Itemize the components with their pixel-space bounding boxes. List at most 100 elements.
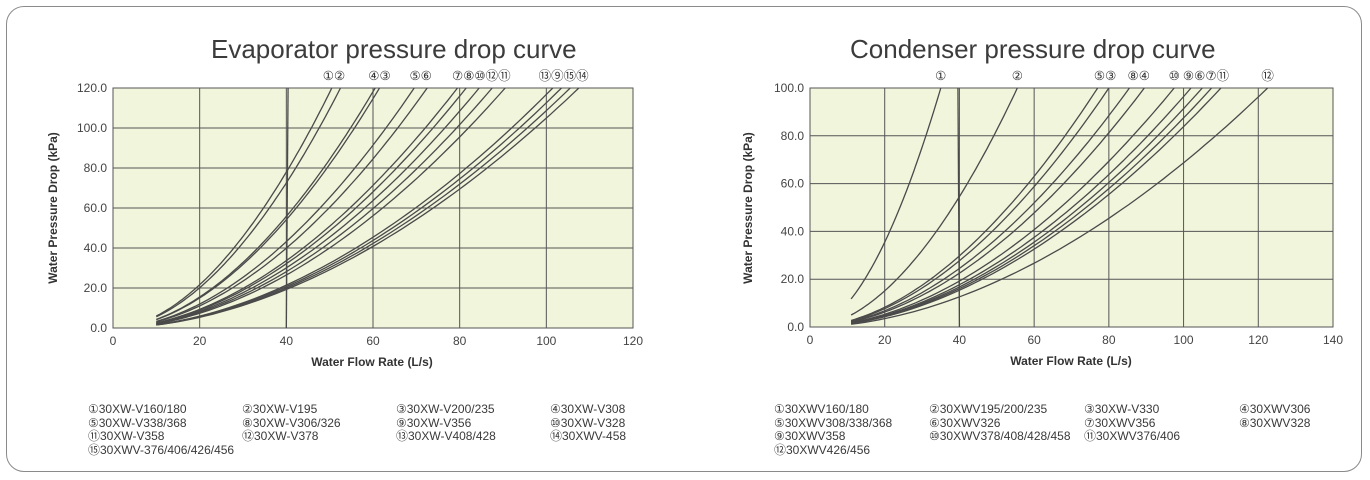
y-tick-label: 40.0 [84, 241, 108, 255]
series-curve [156, 88, 376, 321]
legend-entry: ①30XW-V160/180 [88, 402, 187, 416]
y-tick-label: 100.0 [774, 81, 804, 95]
series-curve [850, 88, 1175, 324]
y-tick-label: 20.0 [84, 281, 108, 295]
legend-entry: ②30XW-V195 [242, 402, 318, 416]
series-curve [156, 88, 381, 321]
y-tick-label: 80.0 [781, 129, 805, 143]
legend-entry: ⑪30XWV376/406 [1084, 429, 1181, 443]
x-tick-label: 80 [1102, 333, 1116, 347]
chart-title-evaporator: Evaporator pressure drop curve [211, 34, 577, 64]
curve-id-label: ① [935, 69, 946, 83]
y-axis-label: Water Pressure Drop (kPa) [741, 132, 755, 284]
x-tick-label: 100 [536, 334, 556, 348]
y-tick-label: 20.0 [781, 272, 805, 286]
x-axis-label: Water Flow Rate (L/s) [311, 355, 433, 369]
series-curve [850, 88, 1130, 323]
series-curve [850, 88, 1192, 324]
chart-1-group: 0 20 40 60 80 100 120 140 0.0 20.0 40.0 60.0 80.0 100… [741, 69, 1343, 368]
legend-entry: ⑪30XW-V358 [88, 429, 165, 443]
series-curve [850, 88, 1110, 322]
series-curve [850, 88, 1222, 325]
curves-group [156, 88, 580, 328]
series-curve [850, 88, 1099, 322]
series-curve [156, 88, 459, 324]
curve-id-label: ①② [323, 69, 345, 83]
curve-id-label: ⑤③ [1094, 69, 1116, 83]
legend-entry: ⑦30XWV356 [1084, 415, 1156, 430]
series-curve [850, 88, 1203, 324]
series-curve [156, 88, 467, 324]
y-tick-label: 60.0 [781, 177, 805, 191]
y-tick-label: 0.0 [787, 320, 804, 334]
curve-id-label: ⑤⑥ [409, 69, 431, 83]
x-tick-label: 40 [280, 334, 294, 348]
legend-entry: ⑨30XW-V356 [396, 415, 472, 430]
series-curve [156, 88, 480, 325]
legend-entry: ⑭30XWV-458 [550, 429, 627, 443]
x-tick-label: 0 [110, 334, 117, 348]
legend-entry: ①30XWV160/180 [774, 402, 869, 416]
series-curve [156, 88, 580, 326]
legend-entry: ⑤30XW-V338/368 [88, 415, 187, 430]
series-line [957, 88, 961, 327]
series-line [285, 88, 289, 328]
legend-entry: ④30XWV306 [1239, 402, 1311, 416]
legend-entry: ③30XW-V200/235 [396, 402, 495, 416]
legend-entry: ⑮30XWV-376/406/426/456 [88, 442, 235, 457]
chart-0-group: 0 20 40 60 80 100 120 0.0 20.0 40.0 60.0 80.0 100.0 1… [46, 69, 643, 369]
series-curve [851, 88, 1269, 325]
y-axis-label: Water Pressure Drop (kPa) [46, 132, 60, 284]
y-tick-label: 120.0 [77, 81, 107, 95]
series-curve [850, 88, 1145, 323]
legend-entry: ⑬30XW-V408/428 [396, 429, 496, 443]
legend-entry: ⑫30XW-V378 [242, 429, 319, 443]
x-axis-label: Water Flow Rate (L/s) [1010, 354, 1132, 368]
x-tick-label: 20 [193, 334, 207, 348]
legend-entry: ⑩30XWV378/408/428/458 [929, 429, 1071, 443]
curves-group [850, 88, 1269, 327]
x-tick-label: 120 [623, 334, 643, 348]
y-tick-label: 60.0 [84, 201, 108, 215]
legend-entry: ⑤30XWV308/338/368 [774, 415, 893, 430]
y-tick-label: 100.0 [77, 121, 107, 135]
legend-entry: ⑥30XWV326 [929, 415, 1001, 430]
legend-entry: ⑧30XW-V306/326 [242, 415, 341, 430]
series-curve [850, 88, 1018, 316]
curve-id-label: ⑧④ [1128, 69, 1150, 83]
series-curve [156, 88, 506, 325]
legend-entry: ⑩30XW-V328 [550, 415, 626, 430]
curve-id-label: ④③ [368, 69, 390, 83]
x-tick-label: 60 [366, 334, 380, 348]
curve-id-label: ⑫ [1261, 69, 1274, 83]
x-tick-label: 100 [1174, 333, 1194, 347]
series-curve [156, 88, 342, 318]
curve-id-label: ⑬⑨⑮⑭ [539, 69, 590, 83]
legend-entry: ③30XW-V330 [1084, 402, 1160, 416]
series-curve [156, 88, 415, 323]
series-curve [156, 88, 493, 325]
x-tick-label: 20 [878, 333, 892, 347]
curve-id-label: ② [1012, 69, 1023, 83]
legend-entry: ⑧30XWV328 [1239, 415, 1311, 430]
series-curve [850, 88, 942, 300]
series-curve [156, 88, 428, 323]
x-tick-label: 80 [453, 334, 467, 348]
chart-title-condenser: Condenser pressure drop curve [850, 34, 1216, 64]
legend-entry: ④30XW-V308 [550, 402, 626, 416]
curve-id-label: ⑦⑧⑩⑫⑪ [452, 69, 511, 83]
x-tick-label: 0 [807, 333, 814, 347]
series-curve [156, 88, 333, 317]
legend-entry: ②30XWV195/200/235 [929, 402, 1048, 416]
legend-entry: ⑫30XWV426/456 [774, 442, 871, 457]
y-tick-label: 80.0 [84, 161, 108, 175]
x-tick-label: 140 [1323, 333, 1343, 347]
curve-id-label: ⑨⑥⑦⑪ [1183, 69, 1230, 83]
x-tick-label: 40 [953, 333, 967, 347]
curve-id-label: ⑩ [1169, 69, 1180, 83]
legend-entry: ⑨30XWV358 [774, 429, 846, 443]
series-curve [850, 88, 1213, 325]
x-tick-label: 60 [1027, 333, 1041, 347]
x-tick-label: 120 [1248, 333, 1268, 347]
